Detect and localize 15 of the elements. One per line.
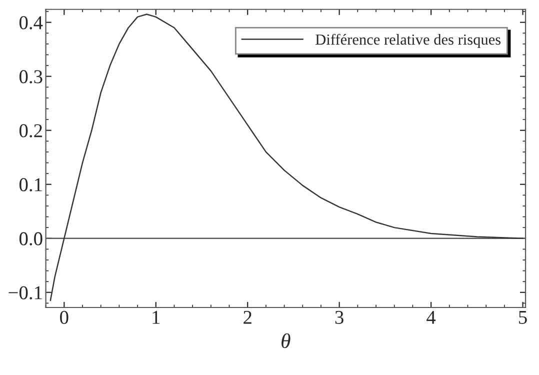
y-tick-label: 0.2: [19, 124, 42, 138]
x-axis-title: θ: [282, 333, 290, 348]
x-tick-label: 5: [519, 311, 527, 324]
x-tick-label: 2: [244, 310, 252, 324]
line-series: [50, 14, 524, 302]
y-tick-label: 0.3: [19, 70, 42, 84]
x-tick-label: 3: [335, 310, 344, 324]
x-tick-label: 1: [152, 310, 160, 324]
y-tick-label: 0.0: [19, 232, 42, 246]
x-tick-label: 4: [426, 310, 436, 324]
y-tick-label: −0.1: [8, 286, 42, 300]
x-tick-label: 0: [60, 310, 68, 324]
legend-label: Différence relative des risques: [316, 34, 501, 48]
y-tick-label: 0.1: [19, 178, 42, 192]
y-tick-label: 0.4: [19, 16, 43, 30]
